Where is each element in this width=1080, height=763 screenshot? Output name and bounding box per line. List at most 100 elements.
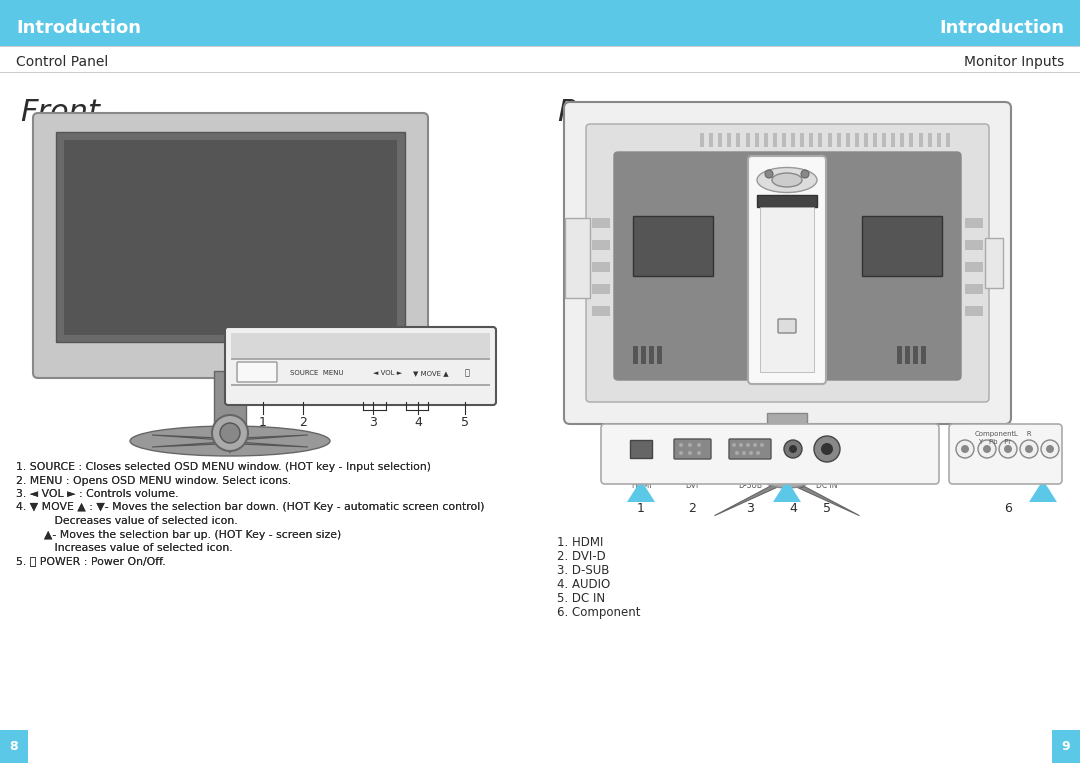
Circle shape — [1004, 445, 1012, 453]
Text: Decreases value of selected icon.: Decreases value of selected icon. — [16, 516, 238, 526]
Bar — [966, 240, 983, 250]
Circle shape — [821, 443, 833, 455]
Circle shape — [753, 443, 757, 447]
Text: 1. HDMI: 1. HDMI — [557, 536, 604, 549]
Bar — [633, 216, 713, 276]
FancyBboxPatch shape — [586, 124, 989, 402]
Text: 1: 1 — [637, 501, 645, 514]
Circle shape — [697, 443, 701, 447]
FancyBboxPatch shape — [729, 439, 771, 459]
Bar — [873, 133, 877, 147]
Bar — [882, 133, 887, 147]
Text: Monitor Inputs: Monitor Inputs — [963, 55, 1064, 69]
Text: 1. SOURCE : Closes selected OSD MENU window. (HOT key - Input selection): 1. SOURCE : Closes selected OSD MENU win… — [16, 462, 431, 472]
Bar — [966, 306, 983, 316]
Bar — [791, 133, 795, 147]
Bar — [819, 133, 822, 147]
Bar — [946, 133, 950, 147]
Bar — [231, 358, 490, 359]
Text: 6. Component: 6. Component — [557, 606, 640, 619]
Circle shape — [679, 451, 683, 455]
Text: 6: 6 — [1004, 501, 1012, 514]
Circle shape — [789, 445, 797, 453]
Text: DVI: DVI — [686, 481, 699, 490]
Text: 2: 2 — [688, 501, 696, 514]
Bar — [782, 133, 786, 147]
Polygon shape — [789, 482, 860, 516]
Bar — [642, 346, 646, 364]
Bar — [592, 306, 610, 316]
Bar — [909, 133, 914, 147]
Text: Y   Pb   Pr: Y Pb Pr — [978, 439, 1012, 445]
Text: Decreases value of selected icon.: Decreases value of selected icon. — [16, 516, 238, 526]
Polygon shape — [228, 429, 232, 437]
Ellipse shape — [762, 468, 812, 488]
Bar — [913, 346, 918, 364]
Text: SOURCE  MENU: SOURCE MENU — [291, 370, 343, 376]
Circle shape — [765, 170, 773, 178]
Bar — [966, 218, 983, 228]
Text: 5: 5 — [461, 416, 469, 429]
Text: ▲- Moves the selection bar up. (HOT Key - screen size): ▲- Moves the selection bar up. (HOT Key … — [16, 530, 341, 539]
Circle shape — [679, 443, 683, 447]
Bar — [592, 262, 610, 272]
Bar — [966, 284, 983, 294]
Bar — [757, 195, 816, 207]
Polygon shape — [235, 435, 308, 440]
Circle shape — [1020, 440, 1038, 458]
Text: ⏻: ⏻ — [465, 369, 470, 378]
Polygon shape — [789, 440, 860, 474]
Circle shape — [1025, 445, 1032, 453]
Circle shape — [983, 445, 991, 453]
Bar — [855, 133, 859, 147]
Bar — [760, 207, 814, 372]
FancyBboxPatch shape — [778, 319, 796, 333]
Bar — [649, 346, 654, 364]
Bar — [780, 498, 794, 502]
Bar — [827, 133, 832, 147]
Polygon shape — [715, 440, 784, 474]
Polygon shape — [1029, 480, 1057, 502]
Bar — [936, 133, 941, 147]
Ellipse shape — [772, 173, 802, 187]
Text: 4: 4 — [789, 501, 797, 514]
Text: 2. MENU : Opens OSD MENU window. Select icons.: 2. MENU : Opens OSD MENU window. Select … — [16, 475, 292, 485]
Text: 5. DC IN: 5. DC IN — [557, 592, 605, 605]
Text: 2. MENU : Opens OSD MENU window. Select icons.: 2. MENU : Opens OSD MENU window. Select … — [16, 475, 292, 485]
Polygon shape — [152, 435, 225, 440]
Circle shape — [760, 443, 764, 447]
Ellipse shape — [757, 168, 816, 192]
Bar — [897, 346, 902, 364]
Text: Introduction: Introduction — [939, 19, 1064, 37]
Polygon shape — [642, 476, 775, 480]
Circle shape — [961, 445, 969, 453]
Circle shape — [212, 415, 248, 451]
Ellipse shape — [130, 426, 330, 456]
FancyBboxPatch shape — [674, 439, 711, 459]
Bar — [592, 240, 610, 250]
Text: 2. DVI-D: 2. DVI-D — [557, 550, 606, 563]
Text: ▲- Moves the selection bar up. (HOT Key - screen size): ▲- Moves the selection bar up. (HOT Key … — [16, 530, 341, 539]
Bar — [745, 133, 750, 147]
Bar — [718, 133, 723, 147]
Bar — [592, 218, 610, 228]
Text: 4. ▼ MOVE ▲ : ▼- Moves the selection bar down. (HOT Key - automatic screen contr: 4. ▼ MOVE ▲ : ▼- Moves the selection bar… — [16, 503, 485, 513]
Text: 3. D-SUB: 3. D-SUB — [557, 564, 609, 577]
Circle shape — [697, 451, 701, 455]
Circle shape — [1041, 440, 1059, 458]
Text: Component: Component — [975, 431, 1015, 437]
Bar — [1052, 730, 1080, 763]
Text: 3. ◄ VOL ► : Controls volume.: 3. ◄ VOL ► : Controls volume. — [16, 489, 178, 499]
Text: Control Panel: Control Panel — [16, 55, 108, 69]
Text: ◄ VOL ►: ◄ VOL ► — [373, 370, 402, 376]
Bar — [0, 730, 28, 763]
Text: 4. ▼ MOVE ▲ : ▼- Moves the selection bar down. (HOT Key - automatic screen contr: 4. ▼ MOVE ▲ : ▼- Moves the selection bar… — [16, 503, 485, 513]
Polygon shape — [235, 442, 308, 447]
FancyBboxPatch shape — [225, 327, 496, 405]
Circle shape — [746, 443, 750, 447]
Circle shape — [750, 451, 753, 455]
Text: Rear: Rear — [557, 98, 629, 127]
Bar — [0, 46, 1080, 47]
Polygon shape — [152, 442, 225, 447]
Bar — [657, 346, 662, 364]
